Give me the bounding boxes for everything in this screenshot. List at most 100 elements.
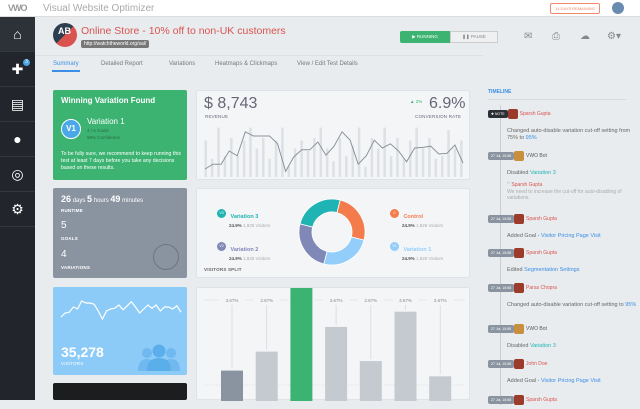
variation-bar[interactable] (359, 361, 382, 401)
home-icon[interactable]: ⌂ (0, 17, 35, 52)
gear-icon[interactable]: ⚙ (0, 192, 35, 227)
bar-value-label: 3.67% (399, 298, 412, 303)
variation-bar[interactable] (221, 370, 243, 401)
revenue-bar (281, 127, 284, 177)
tab-heatmaps[interactable]: Heatmaps & Clickmaps (215, 61, 278, 67)
visitors-split-label: VISITORS SPLIT (204, 267, 242, 272)
revenue-bar (313, 138, 316, 177)
revenue-bar (440, 156, 444, 177)
author[interactable]: Paras Chopra (526, 284, 557, 291)
sidebar: ⌂ ✚ ▤ ● ◎ ⚙ (0, 17, 35, 400)
visitors-split-card: V3 Variation 3 24.9% 1,925 Visitors C Cont… (196, 188, 470, 278)
avatar (514, 282, 525, 293)
event-link[interactable]: Visitor Pricing Page Visit (540, 378, 601, 384)
stamp-text: 27 Jul, 15:58 (491, 250, 512, 255)
days-remaining-button[interactable]: 14 DAYS REMAINING (550, 3, 600, 14)
conversion-rate-label: CONVERSION RATE (415, 114, 462, 119)
author[interactable]: Sparsh Gupta (526, 215, 557, 222)
print-icon[interactable]: ⎙ (552, 31, 560, 42)
revenue-bar (408, 140, 412, 177)
split-pct: 24.9% (229, 256, 242, 261)
split-pct: 24.9% (402, 256, 415, 261)
winner-heading: Winning Variation Found (61, 96, 156, 105)
settings-dropdown-icon[interactable]: ⚙▾ (607, 31, 621, 42)
event-text: Changed auto-disable variation cut-off s… (507, 302, 626, 308)
mail-icon[interactable]: ✉ (524, 31, 533, 42)
pause-button[interactable]: ❚❚ PAUSE (450, 31, 498, 43)
variation-bar[interactable] (325, 326, 348, 401)
bulb-icon[interactable]: ● (0, 122, 35, 157)
revenue-bar (351, 145, 354, 177)
event-link[interactable]: 95% (625, 302, 637, 308)
vwo-logo[interactable]: VWO (8, 3, 27, 13)
timeline-panel: TIMELINE ✚ NOTE Sparsh Gupta Changed auto-… (483, 85, 640, 405)
author[interactable]: VWO Bot (526, 325, 547, 332)
ab-test-badge: AB (53, 23, 77, 47)
variation-bar[interactable] (290, 288, 313, 401)
event-text: Edited (507, 267, 525, 273)
stamp-text: 27 Jul, 15:58 (491, 326, 512, 331)
quote-icon: “ (507, 180, 510, 190)
revenue-bar (357, 127, 361, 177)
runtime-hours-unit: hours (93, 198, 109, 204)
split-visitors: 1,925 Visitors (243, 223, 271, 228)
avatar (514, 247, 525, 258)
visitors-line (60, 300, 182, 321)
event-link[interactable]: 95% (525, 135, 537, 141)
variations-label: VARIATIONS (61, 265, 91, 270)
variation-bar[interactable] (394, 311, 417, 401)
stamp-text: 27 Jul, 15:58 (491, 285, 512, 290)
lifebuoy-icon[interactable]: ◎ (0, 157, 35, 192)
variation-bar[interactable] (429, 376, 452, 401)
event-link[interactable]: Segmentation Settings (524, 267, 580, 273)
tab-variations[interactable]: Variations (169, 61, 196, 67)
tab-summary[interactable]: Summary (53, 61, 79, 67)
donut-slice[interactable] (299, 198, 341, 228)
test-url[interactable]: http://watchtheworld.org/sal/ (81, 40, 150, 48)
avatar (514, 150, 525, 161)
runtime-minutes-unit: minutes (122, 198, 144, 204)
author[interactable]: VWO Bot (526, 152, 547, 159)
variation-chip: V1 (390, 242, 399, 252)
revenue-bar (319, 127, 323, 177)
variation-bar-card: 3.67%3.67%3.67%3.67%3.67%3.67%3.67% (196, 287, 470, 401)
author[interactable]: John Doe (526, 360, 548, 367)
running-button[interactable]: ▶ RUNNING (400, 31, 450, 43)
top-bar (0, 0, 640, 17)
timestamp: 27 Jul, 15:58 (488, 214, 515, 223)
event-link[interactable]: Visitor Pricing Page Visit (540, 233, 601, 239)
revenue-bar (389, 156, 393, 177)
plus-icon[interactable]: ✚ (0, 52, 35, 87)
donut-slice[interactable] (298, 223, 328, 265)
split-visitors: 1,925 Visitors (416, 223, 444, 228)
heatmap-preview-card[interactable] (53, 383, 187, 400)
variation-bar[interactable] (255, 351, 278, 401)
event-link[interactable]: Variation 3 (529, 343, 556, 349)
author[interactable]: Sparsh Gupta (526, 249, 557, 256)
revenue-bar (332, 161, 335, 177)
split-legend-item: C Control 24.9% 1,925 Visitors (390, 205, 443, 228)
note-button[interactable]: ✚ NOTE (488, 109, 508, 118)
cloud-download-icon[interactable]: ☁ (580, 31, 590, 42)
event-quote: “ Sparsh Gupta We need to increase the cu… (507, 180, 638, 202)
revenue-bar (223, 156, 227, 177)
clipboard-icon[interactable]: ▤ (0, 87, 35, 122)
event-text: Disabled (507, 170, 530, 176)
donut-slice[interactable] (336, 199, 366, 241)
stamp-text: 27 Jul, 15:58 (491, 153, 512, 158)
author[interactable]: Sparsh Gupta (519, 110, 551, 117)
gauge-icon (153, 244, 179, 270)
timeline-heading: TIMELINE (488, 89, 512, 95)
variation-chip: V3 (217, 209, 226, 219)
event-link[interactable]: Variation 3 (529, 170, 556, 176)
revenue-bar (453, 148, 457, 177)
tab-edit-test-details[interactable]: View / Edit Test Details (297, 61, 358, 67)
donut-slice[interactable] (323, 236, 365, 266)
event-text: Disabled (507, 343, 530, 349)
tab-detailed-report[interactable]: Detailed Report (101, 61, 143, 67)
revenue-bar (377, 148, 380, 177)
user-avatar[interactable] (612, 2, 624, 14)
winner-confidence: 98% Confidence (87, 135, 121, 140)
revenue-bar (217, 127, 220, 177)
variations-count: 4 (61, 249, 67, 260)
